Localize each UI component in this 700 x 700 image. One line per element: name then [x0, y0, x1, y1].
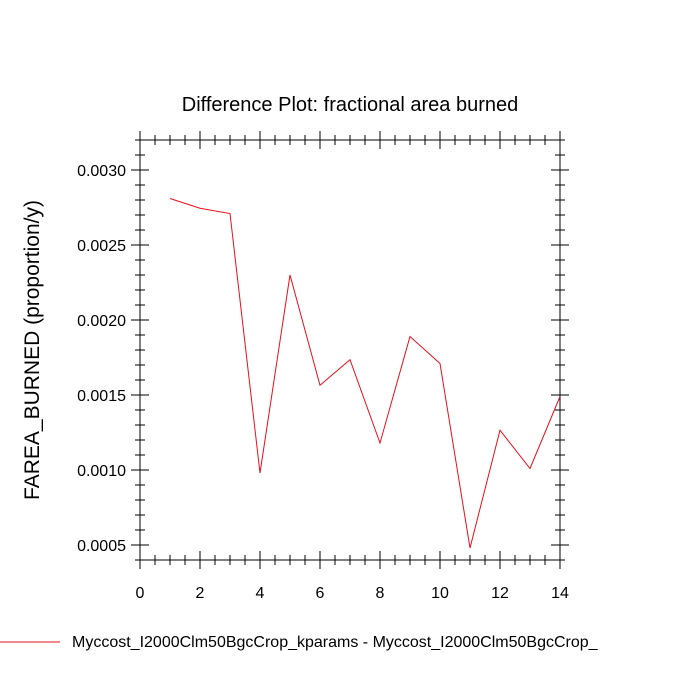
axis-ticks [131, 131, 569, 569]
x-tick-label: 0 [136, 585, 145, 602]
x-tick-label: 6 [316, 585, 325, 602]
series-line [169, 198, 561, 549]
legend: Myccost_I2000Clm50BgcCrop_kparams - Mycc… [0, 634, 599, 651]
x-tick-labels: 0 2 4 6 8 10 12 14 [136, 585, 569, 602]
legend-entry-label: Myccost_I2000Clm50BgcCrop_kparams - Mycc… [72, 634, 599, 651]
y-tick-label: 0.0030 [77, 163, 126, 180]
y-tick-label: 0.0005 [77, 538, 126, 555]
x-tick-label: 2 [196, 585, 205, 602]
x-tick-label: 14 [551, 585, 569, 602]
y-tick-labels: 0.0005 0.0010 0.0015 0.0020 0.0025 0.0030 [77, 163, 126, 555]
plot-frame [139, 139, 561, 561]
y-tick-label: 0.0025 [77, 238, 126, 255]
y-tick-label: 0.0020 [77, 313, 126, 330]
y-tick-label: 0.0015 [77, 388, 126, 405]
x-tick-label: 8 [376, 585, 385, 602]
x-tick-label: 10 [431, 585, 449, 602]
y-axis-label: FAREA_BURNED (proportion/y) [21, 200, 44, 500]
y-tick-label: 0.0010 [77, 463, 126, 480]
x-tick-label: 4 [256, 585, 265, 602]
series-layer [169, 198, 561, 549]
x-tick-label: 12 [491, 585, 509, 602]
chart-title: Difference Plot: fractional area burned [182, 94, 519, 116]
